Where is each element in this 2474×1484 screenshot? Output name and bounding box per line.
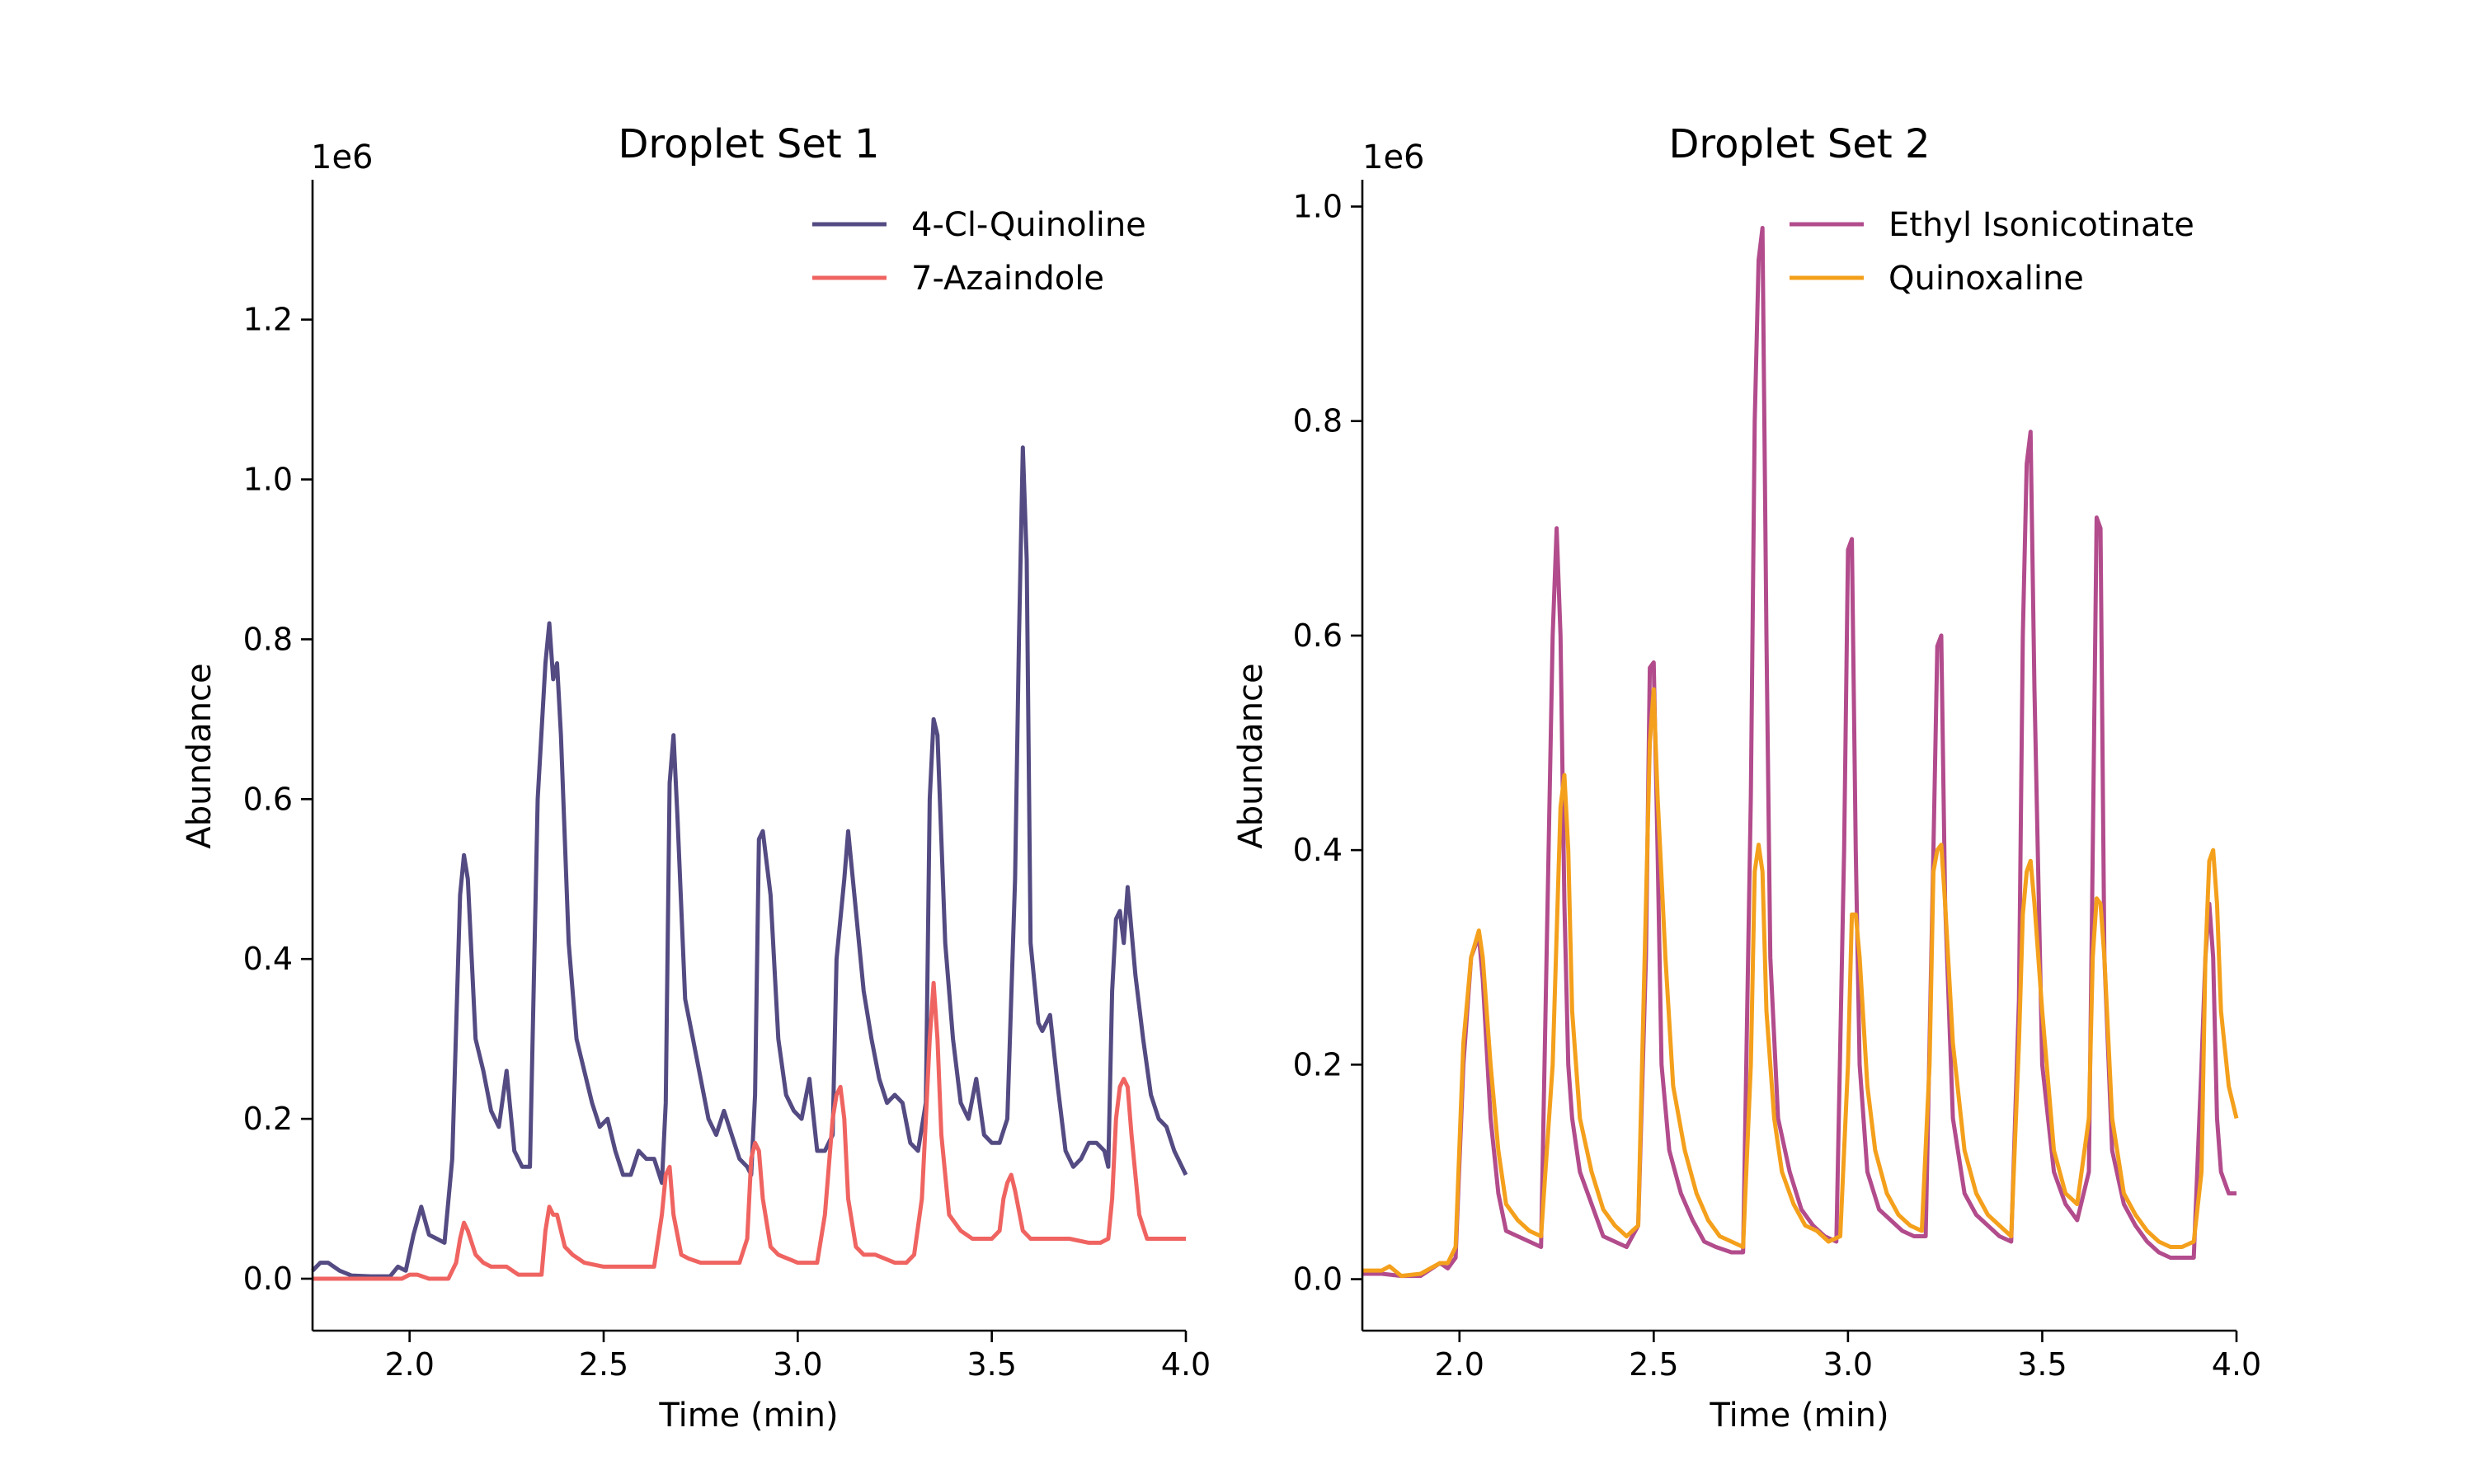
legend-label: 4-Cl-Quinoline <box>911 206 1146 244</box>
y-axis-label: Abundance <box>181 663 219 848</box>
legend-item: Ethyl Isonicotinate <box>1790 206 2194 244</box>
y-tick-label: 1.0 <box>1293 189 1343 225</box>
x-tick-label: 3.0 <box>773 1346 822 1383</box>
y-tick-label: 0.2 <box>243 1101 293 1137</box>
series-line-4-cl-quinoline <box>311 445 1188 1279</box>
legend-item: 7-Azaindole <box>812 260 1104 298</box>
y-tick-label: 0.6 <box>243 781 293 817</box>
panel-droplet-set-2: Droplet Set 2 1e6 Abundance Time (min) 2… <box>1232 121 2261 1435</box>
legend-item: Quinoxaline <box>1790 260 2084 298</box>
x-tick-label: 2.0 <box>1435 1346 1484 1383</box>
y-tick-label: 0.6 <box>1293 618 1343 654</box>
legend-label: Quinoxaline <box>1888 260 2084 298</box>
y-tick-label: 0.4 <box>1293 832 1343 868</box>
y-tick-label: 1.0 <box>243 462 293 498</box>
legend: Ethyl Isonicotinate Quinoxaline <box>1790 206 2194 298</box>
x-tick-label: 2.5 <box>579 1346 628 1383</box>
series-line-quinoxaline <box>1362 687 2239 1279</box>
plot-area: 2.0 2.5 3.0 3.5 4.0 0.0 0.2 0.4 0.6 0.8 1.0 1.2 <box>243 180 1211 1383</box>
series-line-7-azaindole <box>313 980 1186 1281</box>
x-tick-label: 4.0 <box>2212 1346 2261 1383</box>
y-tick-label: 0.2 <box>1293 1046 1343 1082</box>
y-tick-label: 0.8 <box>1293 403 1343 439</box>
legend: 4-Cl-Quinoline 7-Azaindole <box>812 206 1146 298</box>
x-tick-label: 3.0 <box>1823 1346 1873 1383</box>
chart-title: Droplet Set 1 <box>618 121 879 167</box>
y-tick-label: 0.4 <box>243 941 293 977</box>
x-tick-label: 2.0 <box>384 1346 434 1383</box>
y-axis-label: Abundance <box>1232 663 1270 848</box>
x-axis-label: Time (min) <box>658 1397 838 1435</box>
legend-item: 4-Cl-Quinoline <box>812 206 1146 244</box>
tick-layer: 2.0 2.5 3.0 3.5 4.0 0.0 0.2 0.4 0.6 0.8 1.0 1.2 <box>243 302 1211 1383</box>
tick-layer: 2.0 2.5 3.0 3.5 4.0 0.0 0.2 0.4 0.6 0.8 1.0 <box>1293 189 2262 1383</box>
plot-area: 2.0 2.5 3.0 3.5 4.0 0.0 0.2 0.4 0.6 0.8 1.0 <box>1293 180 2262 1383</box>
x-tick-label: 3.5 <box>2017 1346 2067 1383</box>
y-tick-label: 0.0 <box>243 1261 293 1297</box>
y-multiplier-label: 1e6 <box>311 139 374 176</box>
x-tick-label: 2.5 <box>1629 1346 1678 1383</box>
y-tick-label: 1.2 <box>243 302 293 338</box>
y-tick-label: 0.0 <box>1293 1261 1343 1298</box>
legend-label: Ethyl Isonicotinate <box>1888 206 2194 244</box>
panel-droplet-set-1: Droplet Set 1 1e6 Abundance Time (min) 2… <box>181 121 1211 1435</box>
x-axis-label: Time (min) <box>1709 1397 1888 1435</box>
x-tick-label: 3.5 <box>967 1346 1016 1383</box>
y-multiplier-label: 1e6 <box>1362 139 1425 176</box>
y-tick-label: 0.8 <box>243 621 293 657</box>
chart-title: Droplet Set 2 <box>1668 121 1930 167</box>
x-tick-label: 4.0 <box>1161 1346 1211 1383</box>
series-layer <box>311 445 1188 1281</box>
series-layer <box>1362 226 2239 1279</box>
legend-label: 7-Azaindole <box>911 260 1104 298</box>
